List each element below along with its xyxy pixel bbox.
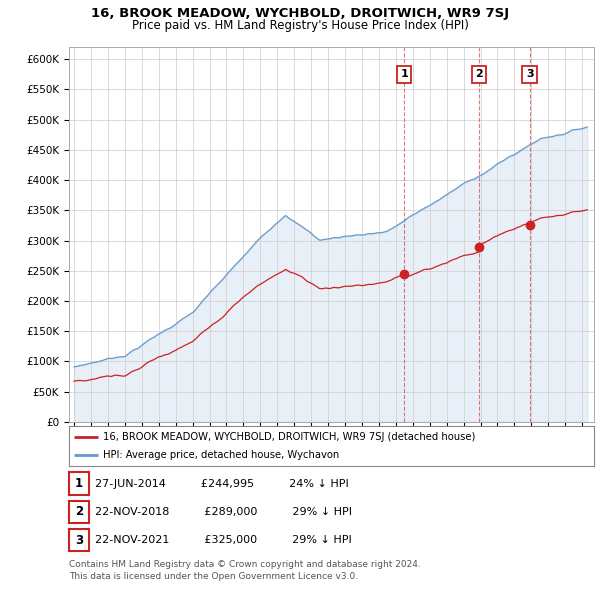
Text: 27-JUN-2014          £244,995          24% ↓ HPI: 27-JUN-2014 £244,995 24% ↓ HPI <box>95 478 349 489</box>
Text: 3: 3 <box>526 70 533 80</box>
Text: 3: 3 <box>75 533 83 546</box>
Text: Contains HM Land Registry data © Crown copyright and database right 2024.
This d: Contains HM Land Registry data © Crown c… <box>69 560 421 581</box>
Text: HPI: Average price, detached house, Wychavon: HPI: Average price, detached house, Wych… <box>103 450 340 460</box>
Text: 22-NOV-2021          £325,000          29% ↓ HPI: 22-NOV-2021 £325,000 29% ↓ HPI <box>95 535 352 545</box>
Text: 16, BROOK MEADOW, WYCHBOLD, DROITWICH, WR9 7SJ: 16, BROOK MEADOW, WYCHBOLD, DROITWICH, W… <box>91 7 509 20</box>
Text: 2: 2 <box>475 70 483 80</box>
Text: 22-NOV-2018          £289,000          29% ↓ HPI: 22-NOV-2018 £289,000 29% ↓ HPI <box>95 507 352 517</box>
Text: 16, BROOK MEADOW, WYCHBOLD, DROITWICH, WR9 7SJ (detached house): 16, BROOK MEADOW, WYCHBOLD, DROITWICH, W… <box>103 432 476 442</box>
Text: 1: 1 <box>400 70 408 80</box>
Text: Price paid vs. HM Land Registry's House Price Index (HPI): Price paid vs. HM Land Registry's House … <box>131 19 469 32</box>
Text: 2: 2 <box>75 505 83 518</box>
Text: 1: 1 <box>75 477 83 490</box>
